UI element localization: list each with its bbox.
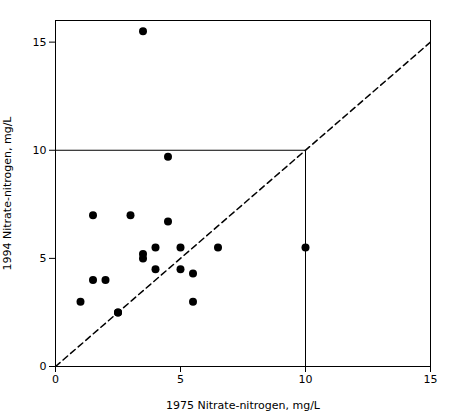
svg-text:15: 15: [33, 36, 47, 49]
svg-text:10: 10: [33, 144, 47, 157]
svg-text:5: 5: [177, 373, 184, 386]
svg-text:0: 0: [40, 360, 47, 373]
svg-text:10: 10: [299, 373, 313, 386]
svg-text:15: 15: [424, 373, 438, 386]
svg-text:5: 5: [40, 252, 47, 265]
svg-text:1994 Nitrate-nitrogen, mg/L: 1994 Nitrate-nitrogen, mg/L: [1, 116, 14, 271]
svg-text:1975 Nitrate-nitrogen, mg/L: 1975 Nitrate-nitrogen, mg/L: [166, 399, 321, 411]
svg-text:0: 0: [52, 373, 59, 386]
